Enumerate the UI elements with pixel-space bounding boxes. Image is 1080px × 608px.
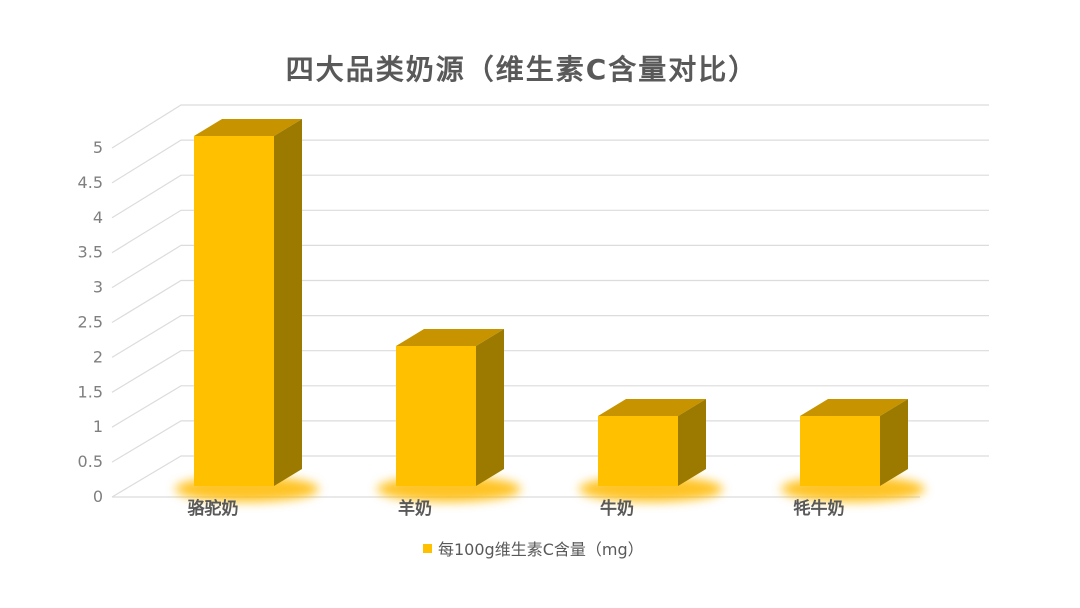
gridline-5: [111, 104, 989, 149]
y-axis-tick-0: 0: [93, 487, 103, 506]
gridline-2: [111, 315, 989, 358]
bar-front-face: [396, 346, 476, 486]
category-labels: 骆驼奶 羊奶 牛奶 牦牛奶: [188, 498, 845, 519]
bar-top-face: [194, 119, 302, 136]
gridline-3.5: [111, 209, 989, 254]
y-axis-tick-1.5: 1.5: [78, 382, 103, 401]
y-axis-tick-2: 2: [93, 347, 103, 366]
bar-羊奶: [396, 329, 504, 486]
legend-label: 每100g维生素C含量（mg）: [438, 540, 644, 559]
gridline-3: [111, 244, 989, 289]
y-axis-tick-4: 4: [93, 208, 103, 227]
gridline-2.5: [111, 279, 989, 324]
category-label-羊奶: 羊奶: [398, 498, 432, 519]
gridline-0: [111, 455, 989, 498]
bar-top-face: [396, 329, 504, 346]
bar-side-face: [274, 119, 302, 486]
bar-top-face: [598, 399, 706, 416]
bar-骆驼奶: [194, 119, 302, 486]
legend-swatch: [423, 544, 432, 553]
gridline-1: [111, 385, 989, 428]
gridline-4.5: [111, 139, 989, 184]
category-label-牦牛奶: 牦牛奶: [794, 498, 845, 519]
bar-side-face: [476, 329, 504, 486]
chart-title: 四大品类奶源（维生素C含量对比）: [286, 53, 759, 86]
bar-front-face: [598, 416, 678, 486]
bar-side-face: [678, 399, 706, 486]
y-axis-tick-1: 1: [93, 417, 103, 436]
y-axis-tick-2.5: 2.5: [78, 313, 103, 332]
y-axis-tick-5: 5: [93, 138, 103, 157]
gridline-4: [111, 174, 989, 219]
gridline-1.5: [111, 350, 989, 393]
y-axis-tick-4.5: 4.5: [78, 173, 103, 192]
y-axis-tick-3: 3: [93, 278, 103, 297]
bar-front-face: [800, 416, 880, 486]
bar-牦牛奶: [800, 399, 908, 486]
y-axis-tick-0.5: 0.5: [78, 452, 103, 471]
gridline-0.5: [111, 420, 989, 463]
bar-side-face: [880, 399, 908, 486]
bars-group: [194, 119, 908, 486]
bar-front-face: [194, 136, 274, 486]
bar-top-face: [800, 399, 908, 416]
legend: 每100g维生素C含量（mg）: [423, 540, 644, 559]
category-label-牛奶: 牛奶: [600, 498, 634, 519]
category-label-骆驼奶: 骆驼奶: [188, 498, 239, 519]
bar-牛奶: [598, 399, 706, 486]
y-axis-tick-3.5: 3.5: [78, 243, 103, 262]
y-axis-labels: 0 0.5 1 1.5 2 2.5 3 3.5 4 4.5 5: [78, 138, 103, 506]
